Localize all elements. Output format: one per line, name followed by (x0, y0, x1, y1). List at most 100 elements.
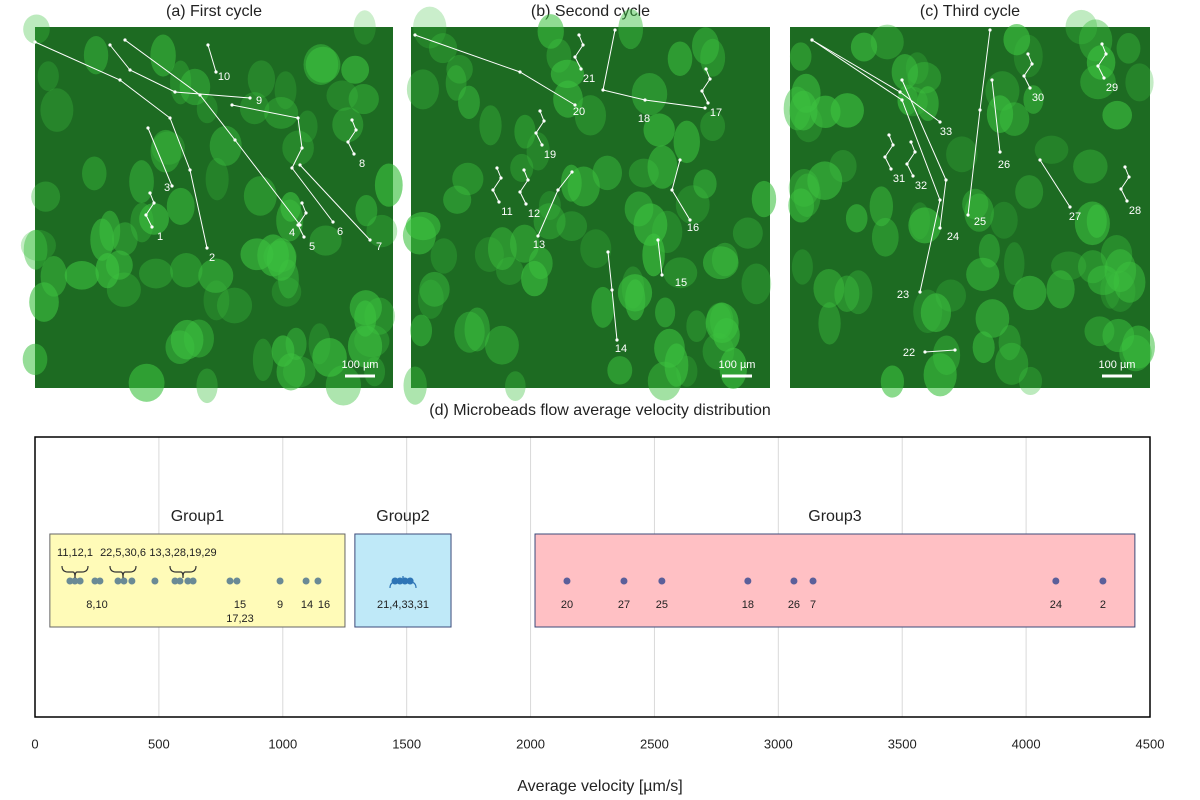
cell (647, 145, 678, 189)
track-dot (700, 89, 704, 93)
track-label: 21 (583, 73, 595, 85)
bead-track (109, 44, 251, 99)
point-label: 18 (742, 599, 754, 611)
cell (818, 302, 841, 345)
track-dot (615, 338, 619, 342)
cell (791, 249, 813, 285)
track-dot (923, 350, 927, 354)
cell (430, 238, 458, 274)
track-dot (1022, 74, 1026, 78)
cell (574, 95, 607, 136)
track-dot (570, 170, 574, 174)
track-dot (33, 40, 37, 44)
cell (550, 59, 585, 89)
track-dot (1038, 158, 1042, 162)
cell (20, 229, 56, 261)
cell (274, 71, 297, 110)
cell (741, 263, 772, 305)
track-dot (534, 131, 538, 135)
cell (406, 69, 439, 110)
cell (533, 203, 566, 240)
cell (138, 258, 174, 289)
cell (1080, 64, 1116, 100)
cell (198, 258, 234, 293)
cell (607, 356, 633, 385)
track-dot (581, 43, 585, 47)
track-dot (944, 178, 948, 182)
point-label: 27 (618, 599, 630, 611)
track-dot (168, 116, 172, 120)
cell (445, 65, 467, 101)
bead-track (657, 239, 663, 276)
data-point (658, 577, 666, 585)
cell (264, 97, 299, 129)
cell (1034, 135, 1069, 164)
cell (341, 55, 370, 84)
cell (655, 297, 676, 328)
track-dot (146, 126, 150, 130)
cell (751, 180, 777, 218)
track-dot (1100, 42, 1104, 46)
cell (514, 114, 536, 149)
track-dot (678, 158, 682, 162)
cell (510, 153, 534, 182)
cell (1015, 175, 1044, 209)
cell (972, 331, 995, 364)
bead-track (492, 167, 502, 203)
cell (691, 27, 720, 65)
track-label: 13 (533, 239, 545, 251)
cell (40, 88, 74, 132)
cell (271, 277, 302, 307)
cell (417, 279, 444, 319)
track-dot (499, 176, 503, 180)
cell (23, 14, 50, 44)
point-label: 7 (810, 599, 816, 611)
track-label: 11 (501, 206, 512, 218)
cell (1003, 242, 1025, 286)
cell (305, 46, 341, 83)
bead-track (1023, 53, 1033, 89)
track-dot (703, 106, 707, 110)
cell (986, 95, 1014, 134)
track-label: 7 (376, 241, 382, 253)
cell (592, 155, 623, 191)
data-point (91, 577, 99, 585)
scale-label: 100 µm (342, 359, 379, 371)
track-dot (331, 220, 335, 224)
cell (252, 338, 274, 382)
bead-track (297, 202, 307, 238)
micrograph: 22 23 24 25 26 27 28 29 30 31 32 33 100 µm (783, 9, 1155, 398)
cell (150, 129, 182, 173)
track-label: 12 (528, 208, 540, 220)
cell (990, 201, 1018, 239)
bead-track (124, 39, 301, 226)
data-point (184, 577, 192, 585)
track-dot (708, 77, 712, 81)
cell (410, 314, 433, 347)
cell (203, 280, 230, 321)
cell (813, 268, 845, 308)
track-dot (296, 116, 300, 120)
cell (834, 275, 860, 312)
track-label: 20 (573, 106, 585, 118)
track-label: 14 (615, 343, 627, 355)
cell (528, 247, 553, 280)
track-dot (152, 201, 156, 205)
track-label: 33 (940, 126, 952, 138)
track-dot (497, 200, 501, 204)
cell (179, 68, 211, 106)
track-dot (966, 213, 970, 217)
cell (1119, 334, 1152, 372)
track-dot (118, 78, 122, 82)
track-dot (354, 128, 358, 132)
x-tick-label: 3500 (888, 736, 917, 751)
cell (243, 176, 277, 216)
track-dot (938, 226, 942, 230)
data-point (233, 577, 241, 585)
track-dot (579, 67, 583, 71)
cell (348, 83, 379, 115)
cell (216, 287, 253, 324)
track-dot (1104, 52, 1108, 56)
point-label: 16 (318, 599, 330, 611)
cell (280, 191, 301, 222)
